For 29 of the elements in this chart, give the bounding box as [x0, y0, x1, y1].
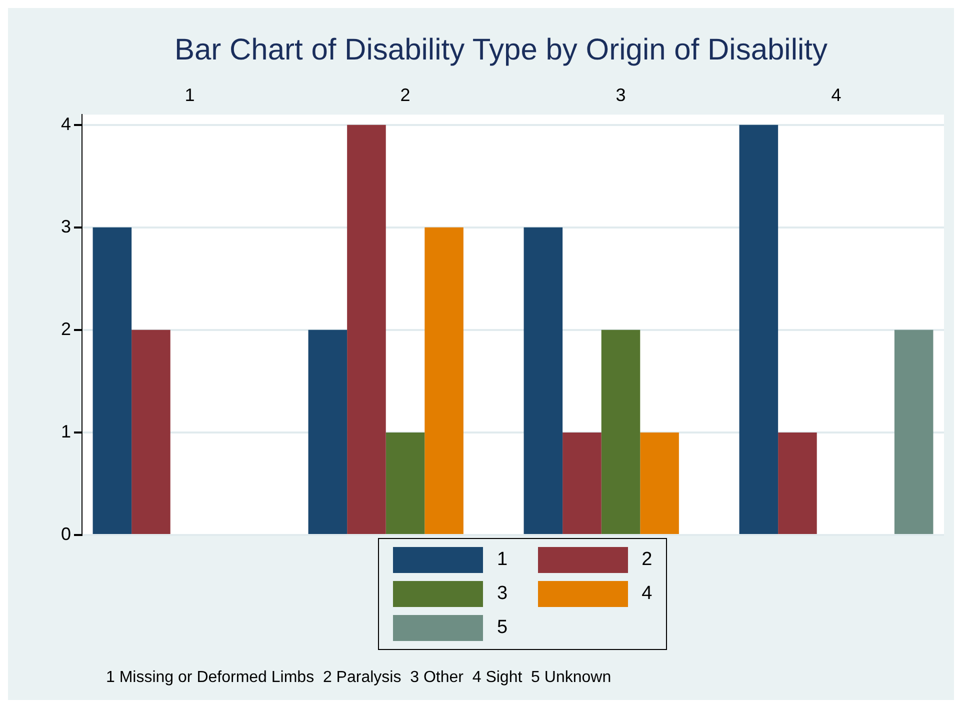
y-tick-label: 2	[60, 318, 72, 339]
y-tick-label: 0	[60, 524, 72, 544]
bar	[92, 227, 132, 534]
bar	[739, 124, 778, 534]
bar	[386, 432, 425, 534]
chart-title: Bar Chart of Disability Type by Origin of Disability	[174, 33, 828, 66]
y-tick-label: 1	[60, 421, 72, 442]
x-tick-label: 4	[831, 84, 842, 105]
legend-label: 4	[642, 583, 652, 605]
y-tick-label: 4	[60, 114, 72, 134]
legend-label: 1	[497, 549, 508, 571]
x-tick-label: 3	[616, 84, 626, 105]
bar	[524, 227, 563, 534]
bar	[132, 330, 170, 534]
legend-label: 3	[497, 583, 508, 605]
text: 1 Missing or Deformed Limbs 2 Paralysis 3 Other 4 Sight 5 Unknown	[106, 669, 612, 686]
legend-label: 2	[642, 549, 652, 571]
y-tick-label: 3	[60, 216, 72, 236]
bar	[778, 432, 817, 534]
bar	[347, 124, 386, 534]
x-tick-label: 1	[184, 84, 195, 105]
bar	[562, 432, 602, 534]
bar	[894, 330, 934, 534]
bar	[640, 432, 679, 534]
bar	[308, 330, 348, 534]
x-tick-label: 2	[400, 84, 410, 105]
bar	[424, 227, 464, 534]
bar	[601, 330, 640, 534]
legend-label: 5	[497, 617, 508, 639]
